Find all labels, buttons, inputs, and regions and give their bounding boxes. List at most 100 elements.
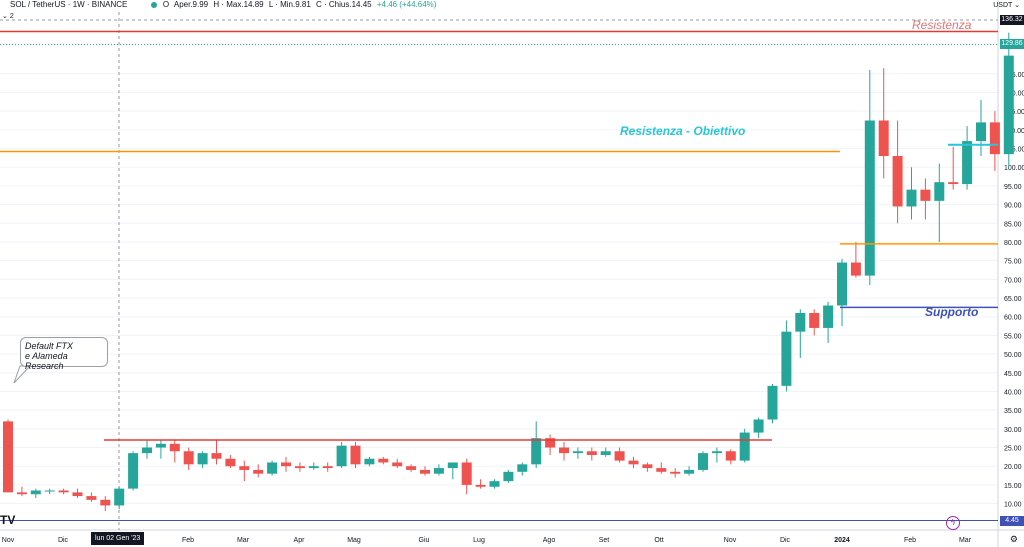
- currency-label: USDT: [993, 2, 1013, 9]
- candle-body: [684, 469, 695, 474]
- candle-body: [614, 451, 625, 461]
- candle-body: [392, 462, 403, 467]
- candle-body: [809, 312, 820, 328]
- x-tick-label: Nov: [724, 537, 737, 544]
- x-tick-label: Dic: [780, 537, 791, 544]
- candle-body: [531, 438, 542, 465]
- candle-body: [781, 331, 792, 386]
- open-label: O: [162, 0, 170, 9]
- candle-body: [670, 471, 681, 474]
- candle-body: [336, 445, 347, 467]
- y-tick-label: 90.00: [1004, 203, 1022, 210]
- candle-body: [753, 419, 764, 433]
- x-tick-label: Ott: [654, 537, 663, 544]
- candle-body: [600, 451, 611, 455]
- y-tick-label: 50.00: [1004, 352, 1022, 359]
- y-tick-label: 30.00: [1004, 427, 1022, 434]
- candle-body: [86, 496, 97, 500]
- candle-body: [1003, 55, 1014, 155]
- y-tick-label: 75.00: [1004, 259, 1022, 266]
- candle-body: [698, 453, 708, 470]
- x-tick-label: Ago: [543, 537, 556, 544]
- y-tick-label: 85.00: [1004, 221, 1022, 228]
- candle-body: [586, 451, 597, 455]
- candle-body: [350, 445, 361, 465]
- candle-body: [72, 492, 83, 497]
- y-tick-label: 95.00: [1004, 184, 1022, 191]
- low-value: L · Min.9.81: [268, 0, 311, 9]
- candle-body: [183, 451, 194, 465]
- candle-body: [475, 484, 486, 487]
- candle-body: [906, 189, 917, 207]
- y-tick-label: 80.00: [1004, 240, 1022, 247]
- ftx-callout[interactable]: Default FTX e Alameda Research: [20, 337, 108, 371]
- candle-body: [948, 182, 959, 185]
- candle-body: [433, 468, 444, 474]
- resistance-price-tag: 136.32: [1000, 15, 1024, 25]
- supporto-label[interactable]: Supporto: [925, 305, 979, 319]
- y-tick-label: 65.00: [1004, 296, 1022, 303]
- callout-line-2: e Alameda Research: [25, 351, 68, 371]
- candle-body: [767, 385, 778, 420]
- candle-body: [197, 453, 208, 465]
- candle-body: [503, 471, 514, 482]
- y-tick-label: 70.00: [1004, 277, 1022, 284]
- x-tick-label: Giu: [419, 537, 430, 544]
- x-tick-label: Feb: [182, 537, 194, 544]
- candle-body: [864, 120, 875, 276]
- resistenza-label[interactable]: Resistenza: [912, 18, 972, 32]
- candle-body: [823, 305, 834, 328]
- candle-body: [364, 458, 375, 465]
- candle-body: [3, 421, 13, 493]
- y-tick-label: 110.00: [1004, 128, 1024, 135]
- tradingview-logo-icon[interactable]: TV: [0, 513, 16, 527]
- currency-selector[interactable]: USDT ⌄: [993, 2, 1020, 9]
- candle-body: [142, 447, 152, 454]
- candle-body: [128, 453, 139, 489]
- bottom-price-tag: 4.45: [1000, 516, 1024, 526]
- candle-body: [239, 466, 250, 470]
- y-tick-label: 40.00: [1004, 389, 1022, 396]
- candle-body: [837, 262, 847, 306]
- candle-body: [489, 481, 500, 487]
- y-tick-label: 45.00: [1004, 371, 1022, 378]
- candle-body: [308, 466, 319, 469]
- events-lightning-icon[interactable]: ϟ: [946, 516, 960, 530]
- symbol-title[interactable]: SOL / TetherUS · 1W · BINANCE: [10, 0, 128, 9]
- y-tick-label: 125.00: [1004, 72, 1024, 79]
- market-status-icon: [150, 1, 157, 8]
- candle-body: [406, 466, 417, 470]
- x-tick-label: Mag: [347, 537, 361, 544]
- x-tick-label: Apr: [294, 537, 306, 544]
- indicator-toggle[interactable]: ⌄ 2: [2, 13, 14, 20]
- change-value: +4.46 (+44.64%): [376, 0, 437, 9]
- candle-body: [16, 492, 27, 495]
- candle-body: [294, 466, 305, 469]
- y-tick-label: 20.00: [1004, 464, 1022, 471]
- y-tick-label: 105.00: [1004, 147, 1024, 154]
- candle-body: [878, 120, 889, 157]
- candle-body: [58, 490, 69, 493]
- high-value: H · Max.14.89: [213, 0, 264, 9]
- x-tick-label: Feb: [904, 537, 916, 544]
- x-tick-label: Mar: [237, 537, 250, 544]
- current-price-tag: 129.86: [1000, 39, 1024, 49]
- candle-body: [155, 443, 166, 448]
- candle-body: [44, 490, 55, 492]
- x-tick-label: Nov: [2, 537, 15, 544]
- candle-body: [572, 451, 583, 454]
- candle-body: [892, 156, 903, 207]
- x-tick-label: Lug: [473, 537, 485, 544]
- candle-body: [169, 443, 180, 452]
- y-tick-label: 15.00: [1004, 483, 1022, 490]
- y-tick-label: 120.00: [1004, 90, 1024, 97]
- candle-body: [225, 458, 236, 467]
- candle-body: [962, 141, 973, 185]
- resistenza-obiettivo-label[interactable]: Resistenza - Obiettivo: [620, 124, 746, 138]
- x-tick-label: Set: [599, 537, 610, 544]
- y-tick-label: 35.00: [1004, 408, 1022, 415]
- settings-gear-icon[interactable]: ⚙: [1009, 534, 1018, 544]
- candle-body: [30, 490, 41, 495]
- candle-body: [656, 468, 667, 472]
